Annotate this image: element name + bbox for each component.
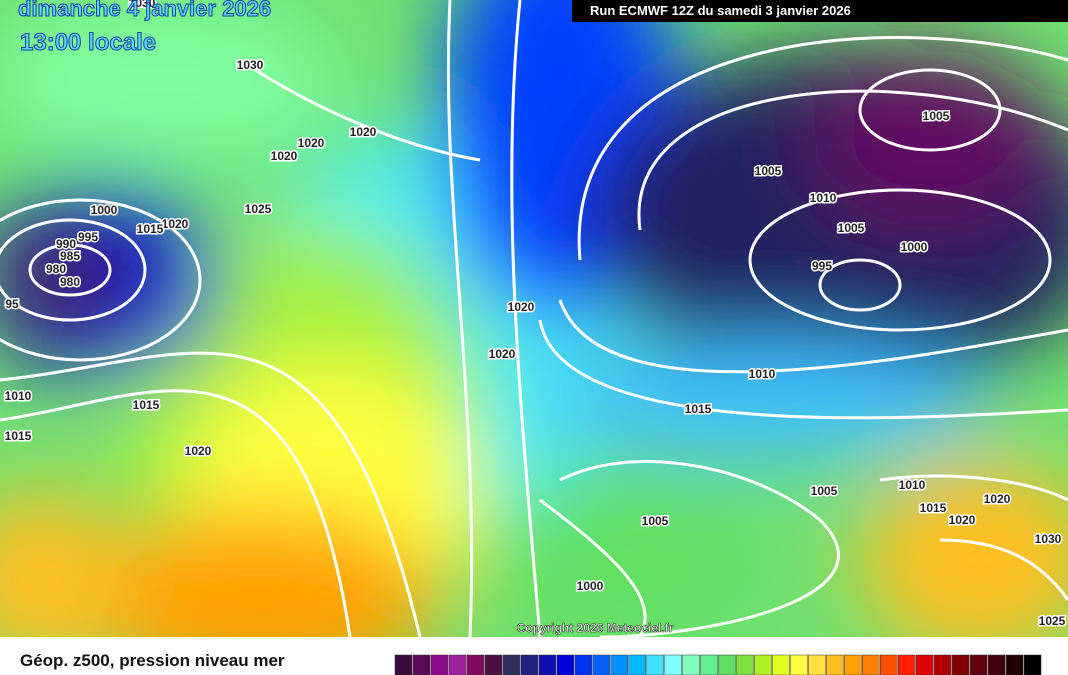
isobar-label: 1015 <box>5 429 32 443</box>
isobar-label: 1020 <box>185 444 212 458</box>
scale-swatch <box>969 654 988 675</box>
subtitle: 13:00 locale <box>20 29 156 56</box>
isobar-label: 995 <box>812 259 832 273</box>
scale-swatch <box>592 654 610 675</box>
scale-swatch <box>897 654 916 675</box>
isobar-label: 1020 <box>350 125 377 139</box>
scale-swatch <box>826 654 844 675</box>
legend-title: Géop. z500, pression niveau mer <box>20 651 285 670</box>
scale-swatch <box>484 654 503 675</box>
isobar-label: 1020 <box>949 513 976 527</box>
scale-swatch <box>808 654 826 675</box>
scale-swatch <box>520 654 539 675</box>
isobar-label: 1030 <box>129 0 156 10</box>
scale-swatch <box>574 654 592 675</box>
title: dimanche 4 janvier 2026 <box>18 0 271 21</box>
run-info: Run ECMWF 12Z du samedi 3 janvier 2026 <box>590 3 851 18</box>
isobar-label: 1015 <box>920 501 947 515</box>
isobar-label: 1000 <box>901 240 928 254</box>
scale-swatch <box>412 654 431 675</box>
isobar-label: 1020 <box>489 347 516 361</box>
isobar-label: 1000 <box>577 579 604 593</box>
scale-swatch <box>790 654 808 675</box>
scale-swatch <box>682 654 700 675</box>
scale-swatch <box>556 654 574 675</box>
isobar-label: 1020 <box>162 217 189 231</box>
scale-swatch <box>394 654 413 675</box>
isobar-label: 1020 <box>271 149 298 163</box>
isobar-label: 1020 <box>298 136 325 150</box>
isobar-label: 1020 <box>984 492 1011 506</box>
scale-swatch <box>736 654 754 675</box>
scale-swatch <box>987 654 1006 675</box>
isobar-label: 1005 <box>642 514 669 528</box>
isobar-label: 1005 <box>838 221 865 235</box>
scale-swatch <box>880 654 898 675</box>
isobar-label: 1005 <box>811 484 838 498</box>
isobar-label: 1005 <box>923 109 950 123</box>
copyright: Copyright 2026 Meteociel.fr <box>517 621 674 635</box>
isobar-label: 1010 <box>5 389 32 403</box>
isobar-label: 1030 <box>237 58 264 72</box>
isobars <box>0 0 1068 637</box>
isobar-label: 995 <box>78 230 98 244</box>
scale-swatch <box>646 654 664 675</box>
scale-swatch <box>664 654 682 675</box>
scale-swatch <box>915 654 934 675</box>
color-scale <box>394 654 1042 675</box>
isobar-label: 1000 <box>91 203 118 217</box>
scale-swatch <box>1023 654 1042 675</box>
isobar-label: 1015 <box>133 398 160 412</box>
isobar-label: 980 <box>46 262 66 276</box>
scale-swatch <box>862 654 880 675</box>
scale-swatch <box>933 654 952 675</box>
scale-swatch <box>538 654 556 675</box>
scale-swatch <box>844 654 862 675</box>
isobar-label: 1030 <box>1035 532 1062 546</box>
scale-swatch <box>502 654 521 675</box>
isobar-label: 1025 <box>245 202 272 216</box>
isobar-label: 1020 <box>508 300 535 314</box>
scale-swatch <box>754 654 772 675</box>
isobar-label: 1015 <box>685 402 712 416</box>
run-banner <box>572 0 1068 22</box>
isobar-label: 95 <box>5 297 19 311</box>
isobar-label: 1005 <box>755 164 782 178</box>
isobar-label: 980 <box>60 275 80 289</box>
isobar-label: 1015 <box>137 222 164 236</box>
scale-swatch <box>718 654 736 675</box>
isobar-label: 990 <box>56 237 76 251</box>
scale-swatch <box>1005 654 1024 675</box>
scale-swatch <box>610 654 628 675</box>
scale-swatch <box>700 654 718 675</box>
scale-swatch <box>448 654 467 675</box>
isobar-label: 1010 <box>749 367 776 381</box>
scale-swatch <box>628 654 646 675</box>
isobar-label: 1025 <box>1039 614 1066 628</box>
isobar-label: 1010 <box>810 191 837 205</box>
scale-swatch <box>951 654 970 675</box>
scale-swatch <box>466 654 485 675</box>
isobar-label: 1010 <box>899 478 926 492</box>
scale-swatch <box>430 654 449 675</box>
isobar-label: 985 <box>60 249 80 263</box>
scale-swatch <box>772 654 790 675</box>
